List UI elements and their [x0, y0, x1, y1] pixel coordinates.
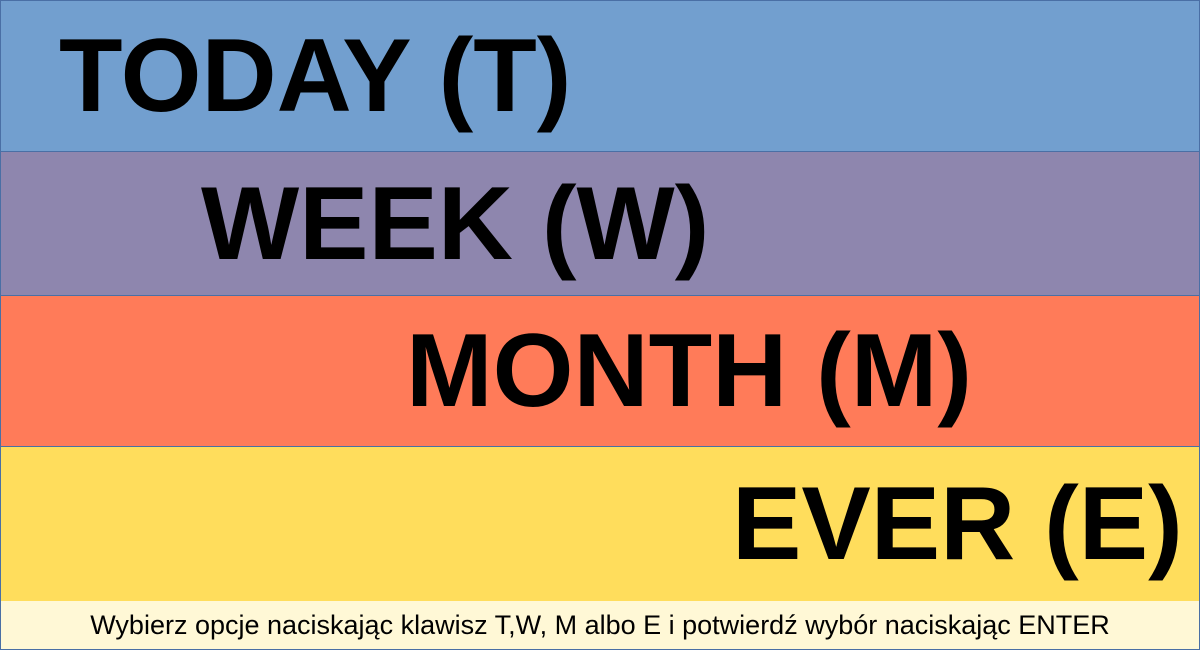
instruction-text: Wybierz opcje naciskając klawisz T,W, M …: [0, 601, 1200, 650]
option-today-label: TODAY (T): [59, 18, 572, 134]
option-month[interactable]: MONTH (M): [0, 295, 1200, 447]
option-month-label: MONTH (M): [406, 313, 973, 429]
option-ever-label: EVER (E): [732, 466, 1183, 582]
option-week-label: WEEK (W): [201, 165, 710, 282]
option-ever[interactable]: EVER (E): [0, 446, 1200, 602]
option-week[interactable]: WEEK (W): [0, 151, 1200, 296]
option-today[interactable]: TODAY (T): [0, 0, 1200, 152]
